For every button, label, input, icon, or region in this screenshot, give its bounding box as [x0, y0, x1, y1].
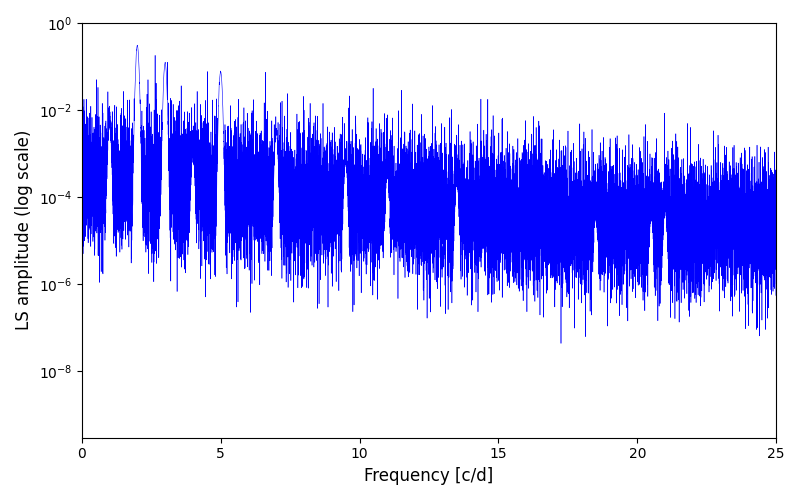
X-axis label: Frequency [c/d]: Frequency [c/d] — [364, 467, 494, 485]
Y-axis label: LS amplitude (log scale): LS amplitude (log scale) — [15, 130, 33, 330]
